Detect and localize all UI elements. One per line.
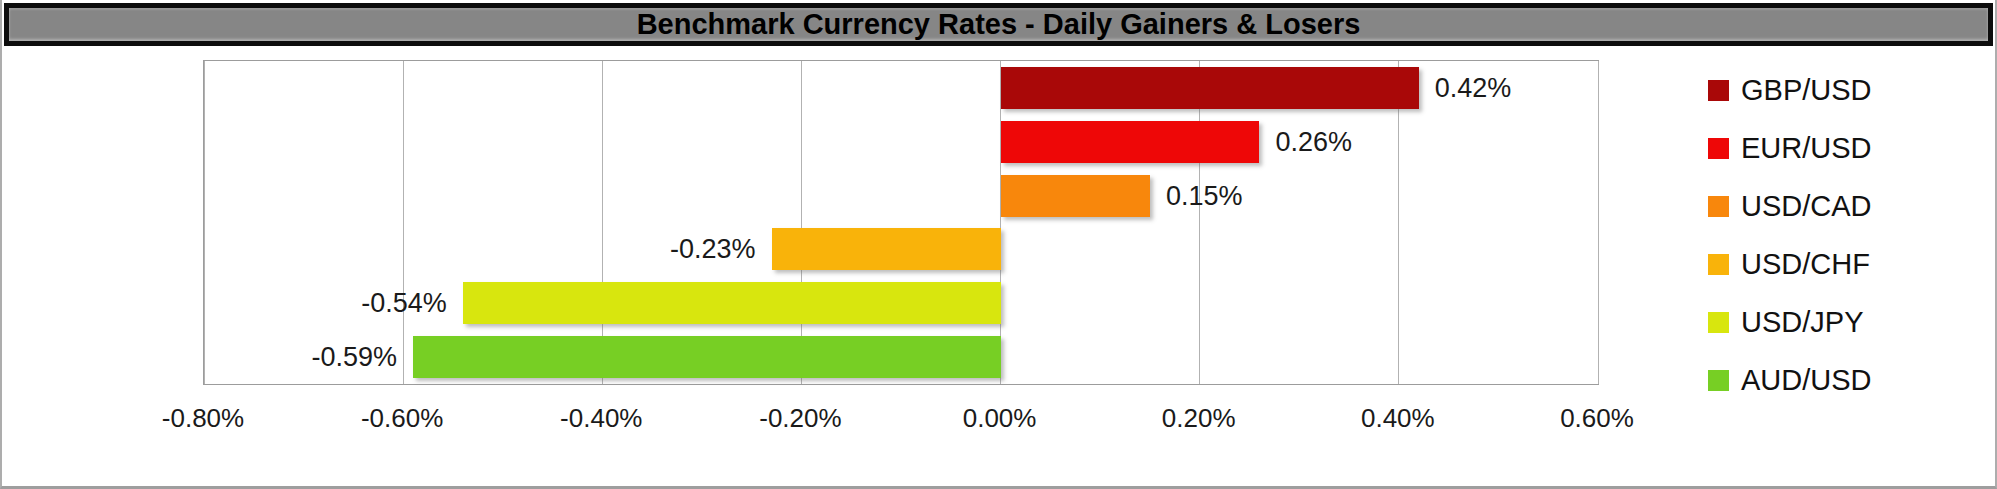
bar-value-label: -0.54% [361,282,447,324]
legend-item-eur-usd[interactable]: EUR/USD [1708,132,1872,165]
x-tick-label: -0.20% [759,403,841,434]
bar-value-label: -0.59% [312,336,398,378]
bar-aud-usd[interactable] [413,336,1000,378]
legend-swatch-icon [1708,138,1729,159]
x-axis: -0.80% -0.60% -0.40% -0.20% 0.00% 0.20% 0.40% 0… [2,403,1995,443]
bar-usd-cad[interactable] [1001,175,1150,217]
legend-swatch-icon [1708,370,1729,391]
gridline [403,61,404,384]
bar-usd-chf[interactable] [772,228,1001,270]
gridline [1398,61,1399,384]
legend-item-gbp-usd[interactable]: GBP/USD [1708,74,1872,107]
chart-frame: Benchmark Currency Rates - Daily Gainers… [0,0,1997,489]
gridline [1199,61,1200,384]
bar-gbp-usd[interactable] [1001,67,1419,109]
legend-label: USD/CAD [1741,190,1872,223]
legend-swatch-icon [1708,312,1729,333]
bar-value-label: 0.15% [1166,175,1243,217]
legend-swatch-icon [1708,196,1729,217]
bar-usd-jpy[interactable] [463,282,1001,324]
bar-value-label: 0.42% [1435,67,1512,109]
legend-label: GBP/USD [1741,74,1872,107]
legend: GBP/USD EUR/USD USD/CAD USD/CHF USD/JPY AUD/U… [1708,74,1872,397]
legend-label: USD/JPY [1741,306,1863,339]
bar-value-label: 0.26% [1275,121,1352,163]
legend-item-aud-usd[interactable]: AUD/USD [1708,364,1872,397]
chart-title-bar: Benchmark Currency Rates - Daily Gainers… [4,3,1993,46]
legend-label: AUD/USD [1741,364,1872,397]
x-tick-label: 0.00% [963,403,1037,434]
legend-item-usd-chf[interactable]: USD/CHF [1708,248,1872,281]
gridline [204,61,205,384]
x-tick-label: -0.60% [361,403,443,434]
x-tick-label: 0.20% [1162,403,1236,434]
bar-eur-usd[interactable] [1001,121,1260,163]
chart-title: Benchmark Currency Rates - Daily Gainers… [637,8,1361,41]
legend-swatch-icon [1708,254,1729,275]
bar-value-label: -0.23% [670,228,756,270]
plot-area: 0.42% 0.26% 0.15% -0.23% -0.54% -0.59% [203,60,1599,385]
gridline [1598,61,1599,384]
x-tick-label: 0.60% [1560,403,1634,434]
legend-label: EUR/USD [1741,132,1872,165]
x-tick-label: -0.40% [560,403,642,434]
legend-item-usd-cad[interactable]: USD/CAD [1708,190,1872,223]
legend-swatch-icon [1708,80,1729,101]
legend-label: USD/CHF [1741,248,1870,281]
x-tick-label: -0.80% [162,403,244,434]
x-tick-label: 0.40% [1361,403,1435,434]
legend-item-usd-jpy[interactable]: USD/JPY [1708,306,1872,339]
